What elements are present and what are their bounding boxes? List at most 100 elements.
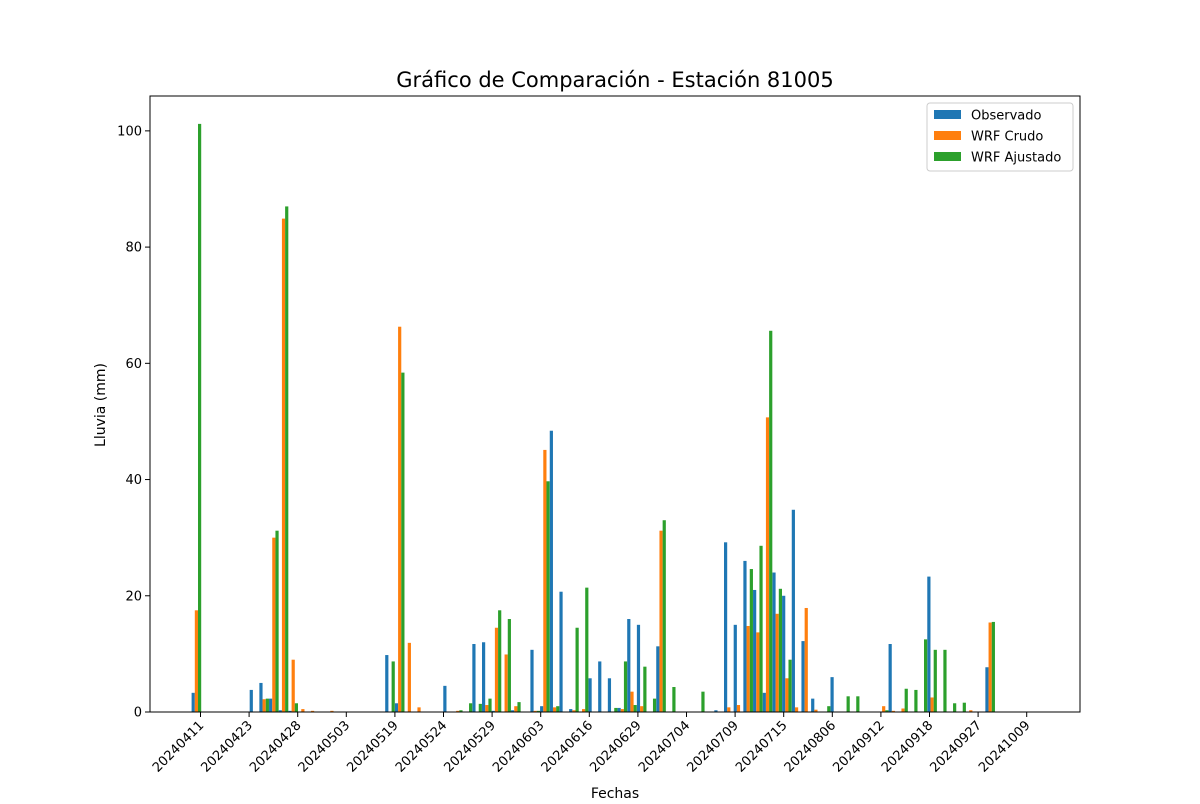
bar-wrf-crudo — [272, 537, 276, 712]
bar-wrf-ajustado — [769, 330, 773, 712]
bar-wrf-crudo — [804, 607, 808, 712]
y-tick-label: 40 — [125, 473, 142, 488]
bar-observado — [656, 646, 660, 712]
bar-wrf-ajustado — [749, 569, 753, 712]
bar-wrf-ajustado — [662, 520, 666, 712]
bar-wrf-crudo — [398, 326, 402, 712]
bar-wrf-ajustado — [546, 481, 550, 712]
bars-layer — [191, 123, 995, 713]
bar-observado — [559, 591, 563, 712]
bar-observado — [540, 706, 544, 712]
y-tick-label: 60 — [125, 357, 142, 372]
y-tick-label: 20 — [125, 589, 142, 604]
bar-observado — [482, 642, 486, 712]
y-tick-label: 0 — [134, 706, 142, 721]
bar-observado — [278, 710, 282, 712]
y-tick-label: 80 — [125, 241, 142, 256]
bar-wrf-ajustado — [943, 649, 947, 712]
legend-box — [926, 102, 1074, 172]
bar-wrf-crudo — [640, 706, 644, 712]
bar-wrf-ajustado — [478, 703, 482, 712]
bar-observado — [724, 542, 728, 712]
bar-wrf-crudo — [417, 707, 421, 712]
bar-wrf-ajustado — [575, 627, 579, 712]
bar-wrf-crudo — [194, 610, 198, 712]
bar-observado — [191, 692, 195, 712]
bar-wrf-crudo — [310, 710, 315, 712]
bar-observado — [491, 710, 495, 712]
bar-observado — [772, 572, 776, 712]
bar-wrf-crudo — [281, 218, 286, 712]
bar-wrf-ajustado — [788, 659, 792, 712]
bar-wrf-crudo — [582, 709, 586, 712]
bar-wrf-ajustado — [459, 710, 463, 712]
bar-wrf-ajustado — [778, 588, 782, 712]
bar-wrf-ajustado — [962, 702, 966, 712]
bar-observado — [588, 678, 592, 712]
bar-wrf-crudo — [736, 705, 741, 712]
bar-wrf-ajustado — [507, 619, 511, 712]
bar-wrf-ajustado — [265, 698, 269, 712]
bar-wrf-crudo — [775, 613, 779, 712]
bar-wrf-ajustado — [953, 703, 957, 712]
legend-swatch — [934, 110, 961, 119]
bar-wrf-ajustado — [701, 691, 705, 712]
bar-wrf-crudo — [988, 622, 992, 712]
bar-wrf-ajustado — [885, 710, 889, 712]
bar-wrf-crudo — [572, 710, 576, 712]
bar-observado — [385, 655, 389, 712]
bar-observado — [782, 595, 786, 712]
bar-wrf-crudo — [882, 706, 886, 712]
bar-observado — [259, 682, 263, 712]
bar-wrf-ajustado — [517, 702, 521, 712]
bar-wrf-ajustado — [623, 661, 628, 712]
legend-label: Observado — [971, 109, 1042, 124]
bar-observado — [627, 619, 631, 712]
bar-observado — [830, 677, 834, 712]
bar-wrf-crudo — [891, 710, 895, 712]
bar-wrf-ajustado — [614, 707, 618, 712]
bar-wrf-crudo — [794, 707, 799, 712]
y-axis-label: Lluvia (mm) — [93, 363, 109, 447]
bar-observado — [443, 685, 447, 712]
bar-wrf-ajustado — [469, 703, 473, 712]
bar-wrf-crudo — [330, 710, 334, 712]
bar-wrf-crudo — [930, 697, 934, 712]
bar-observado — [249, 689, 253, 712]
bar-wrf-ajustado — [498, 610, 502, 712]
bar-wrf-crudo — [533, 710, 537, 712]
bar-wrf-ajustado — [933, 649, 937, 712]
bar-wrf-crudo — [659, 530, 663, 712]
bar-wrf-crudo — [901, 708, 905, 712]
legend-swatch — [934, 152, 961, 161]
legend-label: WRF Crudo — [971, 130, 1043, 145]
bar-wrf-crudo — [485, 705, 489, 712]
bar-observado — [636, 624, 641, 712]
bar-observado — [394, 703, 399, 712]
bar-wrf-crudo — [727, 707, 731, 712]
bar-observado — [511, 710, 515, 712]
bar-wrf-crudo — [494, 627, 499, 712]
bar-observado — [743, 560, 747, 712]
bar-observado — [762, 692, 766, 712]
bar-wrf-ajustado — [294, 703, 298, 712]
bar-wrf-ajustado — [672, 687, 676, 712]
legend-label: WRF Ajustado — [971, 151, 1061, 166]
bar-wrf-crudo — [407, 642, 411, 712]
y-tick-label: 100 — [117, 124, 142, 139]
bar-wrf-crudo — [543, 449, 547, 712]
bar-wrf-crudo — [630, 691, 634, 712]
bar-observado — [811, 698, 815, 712]
bar-wrf-crudo — [456, 710, 460, 712]
legend: Observado WRF Crudo WRF Ajustado — [926, 102, 1074, 172]
chart-title: Gráfico de Comparación - Estación 81005 — [396, 68, 833, 92]
bar-observado — [753, 589, 757, 712]
x-axis-label: Fechas — [591, 786, 639, 800]
bar-wrf-ajustado — [275, 530, 279, 712]
bar-wrf-ajustado — [846, 696, 850, 712]
bar-wrf-ajustado — [652, 698, 657, 712]
bar-wrf-crudo — [620, 709, 624, 712]
bar-wrf-ajustado — [924, 639, 928, 712]
bar-wrf-ajustado — [585, 587, 589, 712]
